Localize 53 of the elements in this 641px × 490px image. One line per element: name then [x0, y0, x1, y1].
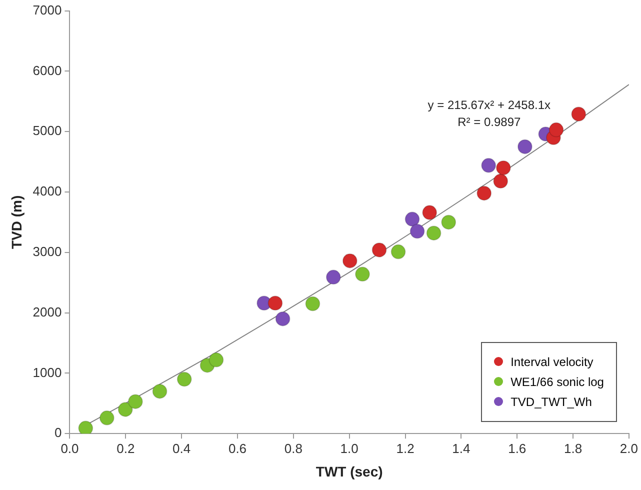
- x-tick-label: 1.2: [396, 440, 414, 456]
- y-tick-label: 7000: [32, 2, 62, 18]
- y-tick-label: 5000: [32, 123, 62, 138]
- x-tick-label: 0.2: [116, 440, 135, 456]
- point: [354, 266, 370, 282]
- x-tick-label: 0.8: [284, 440, 302, 456]
- y-axis-title: TVD (m): [8, 195, 24, 250]
- y-tick-label: 0: [54, 425, 62, 440]
- annotation: R² = 0.9897: [458, 115, 521, 130]
- point: [342, 253, 358, 268]
- x-tick-label: 0.4: [172, 440, 191, 456]
- legend-label: WE1/66 sonic log: [510, 374, 604, 389]
- x-tick-label: 0.0: [60, 440, 79, 456]
- point: [410, 224, 425, 239]
- point: [268, 296, 283, 311]
- point: [78, 420, 94, 434]
- point: [571, 106, 586, 122]
- point: [496, 160, 511, 176]
- x-tick-label: 1.0: [340, 440, 358, 456]
- x-tick-label: 1.8: [564, 440, 582, 456]
- point: [548, 122, 564, 138]
- point: [99, 410, 114, 426]
- point: [426, 226, 442, 241]
- x-axis-title: TWT (sec): [316, 463, 383, 480]
- y-tick-label: 6000: [32, 62, 62, 78]
- point: [481, 158, 496, 173]
- point: [372, 242, 387, 258]
- annotation: y = 215.67x² + 2458.1x: [428, 98, 551, 112]
- point: [128, 394, 143, 410]
- y-tick-label: 3000: [32, 244, 62, 259]
- x-tick-label: 1.4: [452, 440, 470, 456]
- point: [176, 372, 192, 387]
- point: [517, 139, 532, 154]
- y-tick-label: 1000: [32, 364, 62, 380]
- point: [208, 352, 224, 368]
- legend-label: TVD_TWT_Wh: [510, 394, 592, 409]
- y-tick-label: 4000: [32, 184, 62, 199]
- point: [390, 244, 406, 260]
- point: [476, 186, 492, 201]
- point: [275, 311, 290, 326]
- y-tick-label: 2000: [32, 304, 62, 320]
- point: [152, 384, 168, 399]
- x-tick-label: 0.6: [228, 440, 247, 456]
- point: [305, 296, 320, 312]
- point: [493, 174, 508, 189]
- legend-label: Interval velocity: [510, 354, 594, 369]
- point: [422, 205, 438, 220]
- x-tick-label: 1.6: [508, 440, 526, 456]
- point: [404, 212, 420, 227]
- point: [326, 270, 341, 285]
- x-tick-label: 2.0: [620, 440, 638, 456]
- point: [441, 214, 456, 230]
- point: [118, 402, 133, 417]
